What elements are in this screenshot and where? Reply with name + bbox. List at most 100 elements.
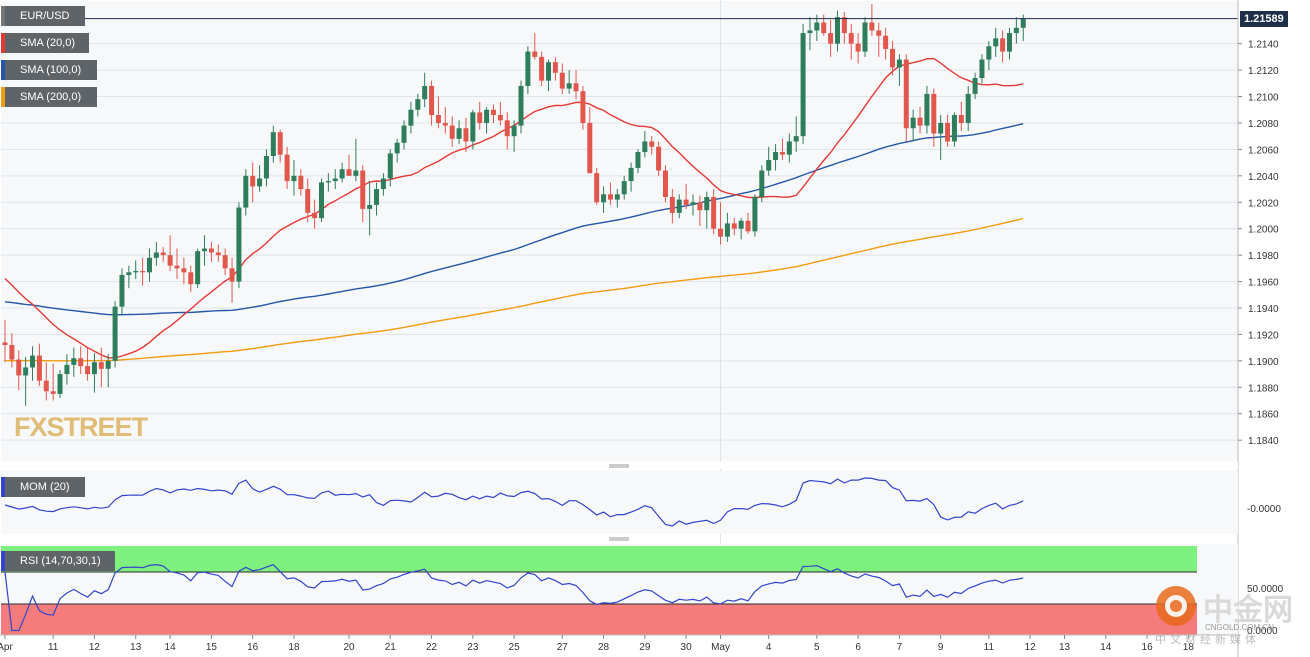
candle-body <box>497 115 503 121</box>
momentum-label[interactable]: MOM (20) <box>1 477 85 497</box>
candle-body <box>463 128 469 142</box>
candle-body <box>181 268 187 273</box>
sma200-layer <box>4 217 1024 362</box>
candle-body <box>931 93 937 134</box>
time-tick-label: 14 <box>165 642 177 653</box>
sma100-label[interactable]: SMA (100,0) <box>1 60 97 80</box>
candle-body <box>511 125 517 137</box>
candle-body <box>896 59 902 68</box>
time-tick-label: 9 <box>938 642 944 653</box>
time-tick-label: 15 <box>206 642 218 653</box>
time-axis: Apr 11 12 13 14 15 16 18 20 21 22 23 25 27 28 29 30 May 4 5… <box>0 634 1238 653</box>
candle-body <box>236 207 242 282</box>
candle-body <box>745 220 751 232</box>
candle-body <box>614 194 620 200</box>
candle-body <box>78 358 84 367</box>
momentum-line <box>4 477 1024 527</box>
candle-body <box>98 362 104 369</box>
price-panel <box>1 1 1238 461</box>
candle-body <box>883 35 889 49</box>
candle-body <box>869 22 875 31</box>
candle-body <box>779 152 785 155</box>
candle-body <box>821 22 827 34</box>
sma100-layer <box>4 123 1024 316</box>
candle-body <box>807 30 813 34</box>
candle-body <box>85 366 91 375</box>
candle-body <box>222 255 228 269</box>
candle-body <box>718 228 724 237</box>
time-tick-label: 29 <box>639 642 651 653</box>
sma200-line <box>4 217 1024 362</box>
rsi-label[interactable]: RSI (14,70,30,1) <box>1 551 115 571</box>
candle-body <box>642 141 648 153</box>
candle-body <box>834 17 840 44</box>
candle-body <box>786 141 792 155</box>
candle-body <box>263 156 269 179</box>
candle-body <box>862 22 868 52</box>
candle-body <box>50 391 56 394</box>
candle-body <box>422 85 428 100</box>
price-tick-label: 1.1960 <box>1248 278 1279 289</box>
candle-body <box>133 270 139 273</box>
time-tick-label: 18 <box>288 642 300 653</box>
time-tick-label: 20 <box>343 642 355 653</box>
rsi-axis-tick-0: 0.0000 <box>1247 626 1278 637</box>
candle-body <box>153 252 159 258</box>
candle-body <box>325 181 331 183</box>
price-tick-label: 1.2080 <box>1248 119 1279 130</box>
price-tick-label: 1.1980 <box>1248 251 1279 262</box>
candle-body <box>1000 38 1006 52</box>
candle-body <box>112 306 118 361</box>
candle-body <box>621 181 627 195</box>
momentum-axis-tick: -0.0000 <box>1247 504 1281 515</box>
sma20-label[interactable]: SMA (20,0) <box>1 33 89 53</box>
candle-body <box>958 115 964 123</box>
candle-body <box>43 380 49 392</box>
time-tick-label: 12 <box>1025 642 1037 653</box>
cngold-brand: 中金网 <box>1203 593 1293 628</box>
candle-body <box>387 153 393 179</box>
candle-body <box>800 33 806 137</box>
candle-body <box>876 30 882 36</box>
candle-body <box>601 194 607 203</box>
cngold-logo-icon <box>1156 586 1196 626</box>
candle-body <box>367 204 373 209</box>
candle-body <box>291 175 297 182</box>
time-tick-label: 18 <box>1183 642 1195 653</box>
candle-body <box>938 122 944 134</box>
candle-body <box>697 202 703 211</box>
price-tick-label: 1.2020 <box>1248 198 1279 209</box>
rsi-axis-tick-50: 50.0000 <box>1247 584 1284 595</box>
candle-body <box>456 128 462 139</box>
candle-body <box>573 83 579 92</box>
rsi-line <box>4 563 1024 632</box>
candle-body <box>1006 33 1012 52</box>
time-tick-label: 11 <box>48 642 59 653</box>
candle-body <box>215 252 221 256</box>
price-tick-label: 1.2120 <box>1248 66 1279 77</box>
candle-body <box>2 342 8 346</box>
cngold-tagline: 中文财经新媒体 <box>1155 633 1260 646</box>
candle-body <box>229 268 235 282</box>
candle-body <box>174 265 180 269</box>
candle-body <box>793 136 799 142</box>
candle-body <box>470 112 476 142</box>
candle-body <box>594 173 600 203</box>
candle-body <box>690 202 696 205</box>
candle-body <box>312 212 318 219</box>
symbol-label[interactable]: EUR/USD <box>1 6 85 26</box>
time-tick-label: 6 <box>855 642 861 653</box>
candle-body <box>64 364 70 375</box>
candle-body <box>546 62 552 81</box>
rsi-overbought-zone <box>1 546 1197 572</box>
candle-body <box>628 167 634 182</box>
sma200-label[interactable]: SMA (200,0) <box>1 87 97 107</box>
time-tick-label: 13 <box>1059 642 1071 653</box>
candle-body <box>635 152 641 168</box>
candle-body <box>484 109 490 123</box>
candle-body <box>656 146 662 171</box>
candle-body <box>566 83 572 89</box>
candle-body <box>890 48 896 68</box>
candle-body <box>449 125 455 139</box>
